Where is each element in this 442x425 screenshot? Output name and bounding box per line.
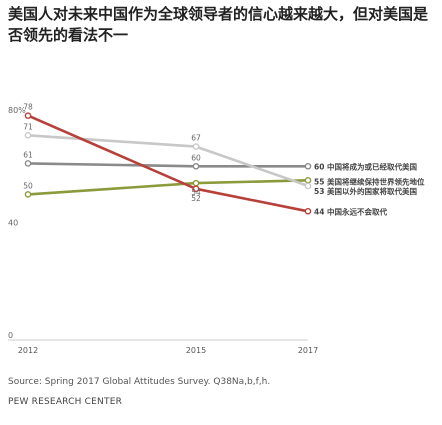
data-point — [304, 162, 312, 170]
series-line — [27, 179, 309, 196]
x-tick-label: 2015 — [186, 346, 206, 355]
point-label: 54 — [191, 188, 201, 197]
org-name: PEW RESEARCH CENTER — [8, 397, 123, 407]
end-label: 60 中国将成为或已经取代美国 — [314, 161, 418, 171]
data-point — [192, 179, 200, 187]
chart-title: 美国人对未来中国作为全球领导者的信心越来越大，但对美国是否领先的看法不一 — [8, 5, 429, 44]
point-label: 71 — [23, 122, 33, 131]
data-point — [304, 177, 312, 184]
data-point — [24, 132, 32, 139]
point-label: 50 — [23, 181, 33, 190]
data-point — [192, 185, 200, 193]
data-point — [304, 182, 312, 190]
end-label: 44 中国永远不会取代 — [314, 206, 388, 216]
data-point — [192, 143, 200, 150]
data-point — [304, 207, 312, 215]
point-label: 60 — [191, 153, 201, 162]
point-label: 78 — [23, 103, 33, 112]
point-label: 67 — [191, 134, 201, 143]
data-point — [24, 191, 32, 198]
point-labels: 61 60 50 54 71 67 78 52 — [23, 103, 201, 203]
y-axis-ticks: 80% 40 0 — [8, 106, 26, 340]
point-label: 52 — [191, 194, 201, 203]
x-axis-ticks: 2012 2015 2017 — [18, 346, 318, 355]
y-tick-label: 0 — [8, 331, 13, 340]
data-point — [24, 160, 32, 167]
x-tick-label: 2012 — [18, 346, 38, 355]
y-tick-label: 40 — [8, 219, 18, 228]
x-tick-label: 2017 — [298, 346, 318, 355]
end-label: 53 美国以外的国家将取代美国 — [314, 186, 418, 196]
data-point — [24, 112, 32, 119]
series-line — [27, 134, 309, 188]
series-points — [24, 112, 312, 215]
point-label: 61 — [23, 150, 33, 159]
series-lines — [27, 114, 309, 213]
source-note: Source: Spring 2017 Global Attitudes Sur… — [8, 377, 271, 387]
data-point — [192, 162, 200, 170]
end-label: 55 美国将继续保持世界领先地位 — [314, 176, 425, 186]
series-line — [27, 162, 308, 168]
y-tick-label: 80% — [8, 106, 26, 115]
